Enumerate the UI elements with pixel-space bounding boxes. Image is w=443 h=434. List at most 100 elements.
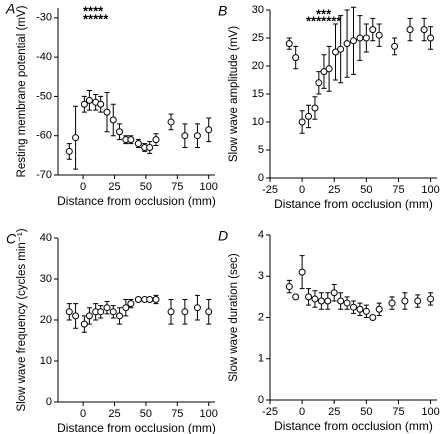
y-tick-label: 10 — [252, 116, 264, 128]
x-axis-label: Distance from occlusion (mm) — [274, 197, 433, 211]
data-point — [109, 116, 117, 124]
y-tick-label: -30 — [36, 12, 52, 24]
significance-stars: ***** — [83, 11, 109, 26]
data-point — [414, 297, 422, 305]
x-tick-label: 75 — [392, 184, 404, 196]
y-tick-label: 1 — [258, 353, 264, 365]
panel-letter: A — [5, 1, 15, 17]
data-point — [350, 37, 357, 45]
data-point — [356, 305, 364, 313]
data-point — [343, 40, 351, 48]
data-point — [80, 320, 88, 328]
data-point — [103, 304, 111, 312]
y-tick-label: 15 — [252, 88, 264, 100]
data-point — [85, 96, 93, 104]
data-point — [103, 108, 111, 116]
significance-stars: *** — [316, 6, 332, 21]
x-tick-label: 50 — [360, 184, 372, 196]
data-point — [285, 283, 293, 291]
data-point — [85, 312, 93, 320]
y-tick-label: 0 — [258, 394, 264, 406]
data-point — [305, 293, 313, 301]
y-tick-label: 20 — [252, 60, 264, 72]
data-point — [311, 104, 319, 112]
x-tick-label: 50 — [140, 181, 152, 193]
x-tick-label: 25 — [108, 408, 120, 420]
data-point — [109, 308, 117, 316]
data-point — [146, 143, 154, 151]
x-axis-label: Distance from occlusion (mm) — [57, 194, 216, 208]
data-point — [127, 136, 135, 144]
significance-stars: ******* — [306, 13, 342, 28]
data-point — [134, 140, 142, 148]
data-point — [152, 136, 160, 144]
data-point — [292, 293, 300, 301]
data-point — [324, 297, 332, 305]
data-point — [343, 299, 351, 307]
data-point — [127, 300, 135, 308]
data-point — [375, 31, 383, 39]
data-point — [305, 112, 313, 120]
data-point — [362, 307, 370, 315]
data-point — [205, 308, 213, 316]
y-tick-label: 2 — [258, 311, 264, 323]
x-tick-label: 75 — [171, 408, 183, 420]
x-tick-label: 25 — [328, 406, 340, 418]
data-point — [401, 297, 409, 305]
data-point — [205, 126, 213, 134]
data-point — [332, 48, 340, 56]
data-point — [350, 303, 357, 311]
x-tick-label: 75 — [392, 406, 404, 418]
y-tick-label: 0 — [46, 396, 52, 408]
x-axis-label: Distance from occlusion (mm) — [57, 421, 216, 434]
data-point — [320, 68, 328, 76]
y-tick-label: -60 — [36, 130, 52, 142]
y-tick-label: 3 — [258, 270, 264, 282]
y-tick-label: 5 — [258, 144, 264, 156]
x-tick-label: 0 — [299, 184, 305, 196]
x-tick-label: 25 — [108, 181, 120, 193]
data-point — [181, 308, 189, 316]
y-tick-label: 30 — [40, 273, 52, 285]
data-point — [116, 128, 124, 136]
data-point — [72, 312, 80, 320]
panel-letter: C — [6, 231, 17, 247]
x-tick-label: 100 — [200, 181, 218, 193]
x-tick-label: -25 — [262, 406, 278, 418]
data-point — [388, 299, 396, 307]
data-point — [116, 312, 124, 320]
data-point — [298, 268, 306, 276]
y-tick-label: 20 — [40, 314, 52, 326]
axis — [57, 238, 215, 403]
y-tick-label: 30 — [252, 4, 264, 16]
y-tick-label: 10 — [40, 355, 52, 367]
y-tick-label: -70 — [36, 169, 52, 181]
data-point — [285, 40, 293, 48]
data-point — [311, 295, 319, 303]
panel-letter: D — [218, 228, 228, 244]
data-point — [330, 289, 338, 297]
data-point — [134, 296, 142, 303]
y-axis-label: Resting membrane potential (mV) — [16, 5, 28, 177]
data-point — [362, 34, 370, 42]
data-point — [65, 147, 73, 155]
data-point — [325, 65, 333, 73]
data-point — [167, 118, 175, 126]
y-axis-label: Slow wave amplitude (mV) — [228, 26, 240, 162]
x-tick-label: 0 — [80, 408, 86, 420]
x-tick-label: 0 — [299, 406, 305, 418]
y-tick-label: -40 — [36, 51, 52, 63]
data-point — [315, 79, 323, 87]
data-point — [369, 314, 377, 321]
data-point — [181, 132, 189, 140]
x-tick-label: 100 — [421, 184, 439, 196]
x-tick-label: 0 — [80, 181, 86, 193]
panel-letter: B — [218, 3, 227, 19]
x-axis-label: Distance from occlusion (mm) — [274, 419, 433, 433]
data-point — [356, 34, 364, 42]
